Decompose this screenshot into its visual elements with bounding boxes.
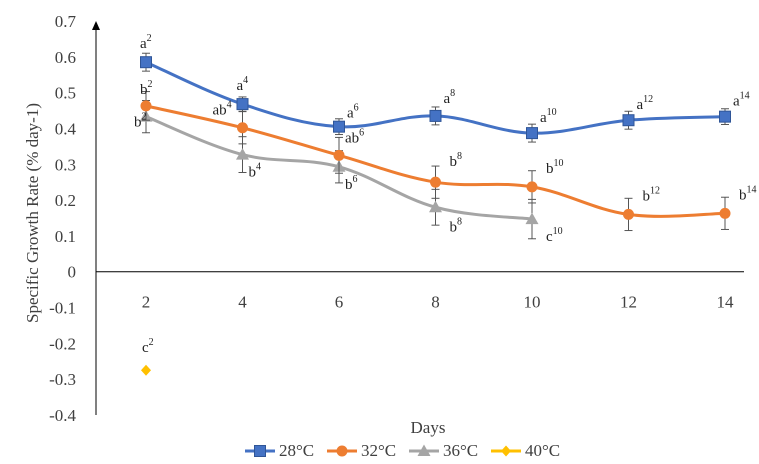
data-point (623, 208, 634, 220)
data-point (236, 98, 249, 111)
y-tick-label: -0.2 (49, 334, 76, 353)
y-axis-arrow (92, 21, 100, 30)
legend-item: 28°C (245, 441, 314, 460)
significance-label: b8 (450, 151, 463, 170)
data-point (526, 127, 538, 140)
legend-label: 28°C (279, 441, 314, 460)
y-tick-label: 0.5 (55, 84, 76, 103)
legend: 28°C 32°C 36°C 40°C (245, 441, 560, 460)
significance-label: ab6 (345, 127, 364, 146)
x-tick-label: 10 (524, 293, 541, 312)
y-axis-title: Specific Growth Rate (% day-1) (23, 103, 42, 323)
y-tick-label: 0.4 (55, 119, 77, 138)
y-tick-label: -0.3 (49, 370, 76, 389)
significance-label: b14 (739, 184, 757, 203)
y-tick-label: 0.3 (55, 155, 76, 174)
data-point (526, 181, 538, 193)
data-point (333, 120, 345, 133)
significance-label: b12 (643, 185, 661, 204)
legend-item: 40°C (491, 441, 560, 460)
x-tick-label: 12 (620, 293, 637, 312)
legend-swatch-marker (417, 444, 431, 456)
y-tick-label: 0.1 (55, 227, 76, 246)
legend-swatch-marker (254, 445, 266, 457)
significance-label: a14 (733, 91, 750, 110)
significance-label: a10 (540, 107, 557, 126)
significance-label: b6 (345, 174, 358, 193)
y-tick-label: 0 (68, 263, 77, 282)
significance-label: c10 (546, 226, 563, 245)
significance-label: a4 (237, 75, 249, 94)
series-layer (139, 52, 731, 376)
data-point (237, 122, 248, 134)
data-point (719, 207, 731, 219)
y-tick-label: -0.1 (49, 299, 76, 318)
significance-label: a8 (444, 88, 456, 107)
significance-label: a2 (140, 33, 152, 52)
significance-label: c2 (142, 337, 154, 356)
y-tick-label: -0.4 (49, 406, 76, 425)
significance-label: b8 (450, 216, 463, 235)
legend-label: 36°C (443, 441, 478, 460)
data-point (236, 148, 249, 160)
y-tick-label: 0.6 (55, 48, 76, 67)
y-tick-label: 0.7 (55, 12, 77, 31)
x-tick-label: 2 (142, 293, 151, 312)
data-point (429, 109, 442, 122)
legend-label: 32°C (361, 441, 396, 460)
legend-label: 40°C (525, 441, 560, 460)
data-point (140, 56, 152, 69)
data-point (622, 114, 635, 127)
significance-label: b4 (249, 162, 262, 181)
significance-label: b2 (140, 79, 153, 98)
data-point (140, 100, 152, 112)
data-point (333, 149, 345, 161)
significance-label: b2 (134, 112, 147, 131)
data-point (525, 212, 539, 225)
significance-label: ab4 (213, 100, 232, 119)
data-point (430, 176, 441, 188)
x-axis-title: Days (411, 418, 446, 437)
legend-item: 36°C (409, 441, 478, 460)
series-40c (141, 364, 151, 376)
y-tick-label: 0.2 (55, 191, 76, 210)
data-point (141, 364, 151, 376)
annotations: a2 a4 a6 a8 a10 a12 a14 b2 ab4 ab6 b8 b10 b12 b14 b2 b4… (134, 33, 757, 356)
x-tick-label: 8 (431, 293, 440, 312)
x-tick-label: 4 (238, 293, 247, 312)
significance-label: b10 (546, 158, 564, 177)
legend-item: 32°C (327, 441, 396, 460)
legend-swatch-marker (336, 445, 348, 457)
significance-label: a12 (637, 94, 654, 113)
data-point (429, 200, 442, 213)
axes: 0.7 0.6 0.5 0.4 0.3 0.2 0.1 0 -0.1 -0.2 -0.3 -0.4 2 4… (49, 12, 744, 425)
significance-label: a6 (347, 103, 359, 122)
series-28c (140, 52, 731, 143)
legend-swatch-marker (501, 445, 511, 457)
series-32c (140, 91, 731, 232)
x-tick-label: 14 (717, 293, 735, 312)
x-tick-label: 6 (335, 293, 344, 312)
data-point (719, 110, 731, 123)
